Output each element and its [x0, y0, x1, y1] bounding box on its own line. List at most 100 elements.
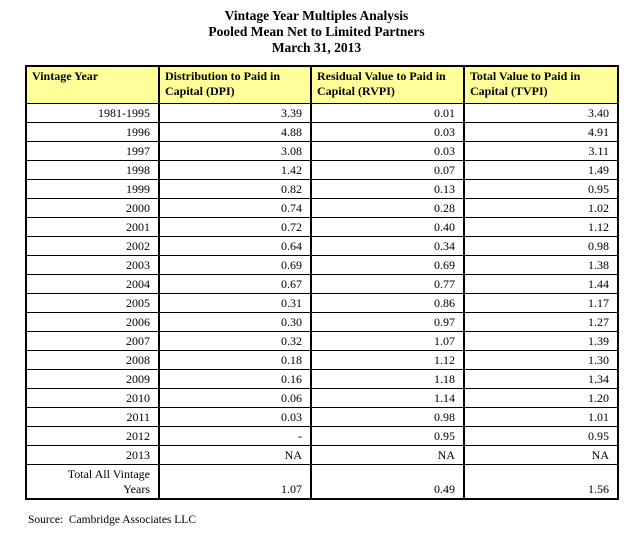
dpi-cell: 0.18	[158, 350, 312, 370]
dpi-cell: NA	[158, 445, 312, 465]
rvpi-cell: 0.40	[310, 217, 465, 237]
table-row: 2009 0.16 1.18 1.34	[25, 369, 619, 389]
table-footer: Total All Vintage Years 1.07 0.49 1.56	[25, 464, 619, 500]
column-header-dpi: Distribution to Paid in Capital (DPI)	[158, 65, 312, 104]
tvpi-cell: 1.12	[463, 217, 619, 237]
tvpi-cell: 0.95	[463, 179, 619, 199]
table-row: 1996 4.88 0.03 4.91	[25, 122, 619, 142]
column-header-tvpi: Total Value to Paid in Capital (TVPI)	[463, 65, 619, 104]
rvpi-cell: 1.07	[310, 331, 465, 351]
total-dpi-cell: 1.07	[158, 464, 312, 500]
dpi-cell: 0.74	[158, 198, 312, 218]
dpi-cell: 3.08	[158, 141, 312, 161]
dpi-cell: 0.72	[158, 217, 312, 237]
vintage-year-cell: 2005	[25, 293, 160, 313]
table-row: 1998 1.42 0.07 1.49	[25, 160, 619, 180]
table-row: 2007 0.32 1.07 1.39	[25, 331, 619, 351]
table-row: 2010 0.06 1.14 1.20	[25, 388, 619, 408]
tvpi-cell: 1.34	[463, 369, 619, 389]
dpi-cell: 0.16	[158, 369, 312, 389]
tvpi-cell: 3.11	[463, 141, 619, 161]
vintage-year-cell: 2009	[25, 369, 160, 389]
tvpi-cell: 0.98	[463, 236, 619, 256]
rvpi-cell: 0.86	[310, 293, 465, 313]
table-row: 1997 3.08 0.03 3.11	[25, 141, 619, 161]
rvpi-cell: NA	[310, 445, 465, 465]
table-row: 2011 0.03 0.98 1.01	[25, 407, 619, 427]
report-date: March 31, 2013	[271, 40, 362, 55]
header-row: Vintage Year Distribution to Paid in Cap…	[25, 65, 619, 104]
report-title: Vintage Year Multiples Analysis	[224, 8, 409, 23]
rvpi-cell: 0.03	[310, 122, 465, 142]
tvpi-cell: 3.40	[463, 103, 619, 123]
source-note: Source: Cambridge Associates LLC	[28, 514, 196, 526]
vintage-year-cell: 1999	[25, 179, 160, 199]
rvpi-cell: 1.14	[310, 388, 465, 408]
table-row: 2003 0.69 0.69 1.38	[25, 255, 619, 275]
tvpi-cell: 1.49	[463, 160, 619, 180]
rvpi-cell: 0.97	[310, 312, 465, 332]
tvpi-cell: 1.44	[463, 274, 619, 294]
vintage-year-cell: 2006	[25, 312, 160, 332]
rvpi-cell: 0.77	[310, 274, 465, 294]
vintage-year-cell: 2000	[25, 198, 160, 218]
total-label-cell: Total All Vintage Years	[25, 464, 160, 500]
tvpi-cell: 1.38	[463, 255, 619, 275]
table-row: 1999 0.82 0.13 0.95	[25, 179, 619, 199]
tvpi-cell: 1.01	[463, 407, 619, 427]
total-rvpi-cell: 0.49	[310, 464, 465, 500]
rvpi-cell: 0.34	[310, 236, 465, 256]
vintage-year-cell: 2001	[25, 217, 160, 237]
vintage-year-cell: 1981-1995	[25, 103, 160, 123]
rvpi-cell: 1.18	[310, 369, 465, 389]
vintage-year-cell: 1997	[25, 141, 160, 161]
rvpi-cell: 0.07	[310, 160, 465, 180]
rvpi-cell: 0.01	[310, 103, 465, 123]
dpi-cell: 0.64	[158, 236, 312, 256]
vintage-year-cell: 2012	[25, 426, 160, 446]
rvpi-cell: 0.28	[310, 198, 465, 218]
dpi-cell: 0.69	[158, 255, 312, 275]
dpi-cell: 1.42	[158, 160, 312, 180]
table-row: 2004 0.67 0.77 1.44	[25, 274, 619, 294]
rvpi-cell: 0.69	[310, 255, 465, 275]
report-subtitle: Pooled Mean Net to Limited Partners	[208, 24, 425, 39]
vintage-year-cell: 2011	[25, 407, 160, 427]
column-header-rvpi: Residual Value to Paid in Capital (RVPI)	[310, 65, 465, 104]
table-header: Vintage Year Distribution to Paid in Cap…	[25, 65, 619, 104]
dpi-cell: 0.31	[158, 293, 312, 313]
vintage-year-cell: 2008	[25, 350, 160, 370]
dpi-cell: 4.88	[158, 122, 312, 142]
tvpi-cell: 1.27	[463, 312, 619, 332]
rvpi-cell: 1.12	[310, 350, 465, 370]
vintage-year-cell: 1998	[25, 160, 160, 180]
vintage-year-cell: 2002	[25, 236, 160, 256]
table-row: 2008 0.18 1.12 1.30	[25, 350, 619, 370]
title-block: Vintage Year Multiples Analysis Pooled M…	[0, 0, 633, 56]
dpi-cell: 0.32	[158, 331, 312, 351]
dpi-cell: -	[158, 426, 312, 446]
table-row: 2012-0.95 0.95	[25, 426, 619, 446]
total-tvpi-cell: 1.56	[463, 464, 619, 500]
table-row: 2006 0.30 0.97 1.27	[25, 312, 619, 332]
tvpi-cell: 1.17	[463, 293, 619, 313]
tvpi-cell: 0.95	[463, 426, 619, 446]
table-row: 2000 0.74 0.28 1.02	[25, 198, 619, 218]
dpi-cell: 0.03	[158, 407, 312, 427]
table-row: 2005 0.31 0.86 1.17	[25, 293, 619, 313]
column-header-vintage-year: Vintage Year	[25, 65, 160, 104]
tvpi-cell: 4.91	[463, 122, 619, 142]
multiples-table: Vintage Year Distribution to Paid in Cap…	[25, 65, 619, 500]
rvpi-cell: 0.98	[310, 407, 465, 427]
dpi-cell: 0.82	[158, 179, 312, 199]
tvpi-cell: NA	[463, 445, 619, 465]
table-body: 1981-1995 3.39 0.01 3.40 1996 4.88 0.03 4.91 199…	[25, 103, 619, 465]
vintage-year-cell: 2004	[25, 274, 160, 294]
table-row: 2001 0.72 0.40 1.12	[25, 217, 619, 237]
rvpi-cell: 0.95	[310, 426, 465, 446]
dpi-cell: 0.06	[158, 388, 312, 408]
dpi-cell: 0.67	[158, 274, 312, 294]
dpi-cell: 3.39	[158, 103, 312, 123]
vintage-year-cell: 2013	[25, 445, 160, 465]
